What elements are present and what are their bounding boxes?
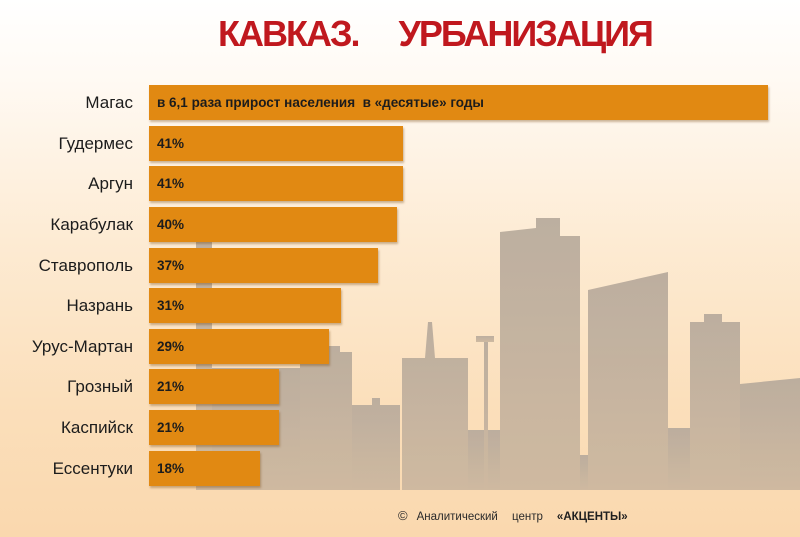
bar: 18% xyxy=(149,450,261,486)
bar-row: Грозный 21% xyxy=(0,369,800,405)
building-silhouette xyxy=(740,378,800,490)
category-label: Ессентуки xyxy=(52,458,133,478)
bar-value-label: 41% xyxy=(157,135,185,151)
building-silhouette xyxy=(402,322,468,490)
bar: 37% xyxy=(149,247,379,283)
bar-row: Назрань 31% xyxy=(0,288,800,324)
building-silhouette xyxy=(500,218,580,490)
bar-value-label: 29% xyxy=(157,338,185,354)
building-silhouette xyxy=(690,314,740,490)
bar-value-label: 41% xyxy=(157,176,185,192)
bar-value-label: 21% xyxy=(157,379,185,395)
bar: 21% xyxy=(149,369,279,405)
bar-value-label: 31% xyxy=(157,298,185,314)
bar: 40% xyxy=(149,206,397,242)
category-label: Карабулак xyxy=(50,214,133,234)
chart-title: КАВКАЗ. УРБАНИЗАЦИЯ xyxy=(218,13,654,54)
bar-row: Карабулак 40% xyxy=(0,206,800,242)
building-silhouette xyxy=(588,272,668,490)
street-lamp-silhouette xyxy=(484,340,488,490)
bar-row: Гудермес 41% xyxy=(0,125,800,161)
category-label: Грозный xyxy=(67,377,133,397)
bar-row: Магас в 6,1 раза прирост населения в «де… xyxy=(0,85,800,120)
bar-value-label: 40% xyxy=(157,216,185,232)
bar-value-label: в 6,1 раза прирост населения в «десятые»… xyxy=(157,95,484,110)
category-label: Урус-Мартан xyxy=(31,336,133,356)
category-label: Ставрополь xyxy=(38,255,133,275)
bar-value-label: 37% xyxy=(157,257,185,273)
brand-name: «АКЦЕНТЫ» xyxy=(556,511,628,523)
bar: 29% xyxy=(149,328,329,364)
category-label: Аргун xyxy=(88,174,133,194)
bar: 21% xyxy=(149,410,279,446)
bar-value-label: 21% xyxy=(157,420,185,436)
bar-row: Ставрополь 37% xyxy=(0,247,800,283)
bar: 41% xyxy=(149,125,403,161)
bar-chart: Магас в 6,1 раза прирост населения в «де… xyxy=(0,85,800,491)
building-silhouette xyxy=(580,455,590,490)
bar: 31% xyxy=(149,288,341,324)
building-silhouette xyxy=(352,398,400,490)
bar: в 6,1 раза прирост населения в «десятые»… xyxy=(149,85,768,120)
bar-row: Аргун 41% xyxy=(0,166,800,202)
category-label: Назрань xyxy=(66,296,134,316)
building-silhouette xyxy=(668,428,692,490)
credit-text: Аналитический центр xyxy=(416,511,543,523)
bar-row: Каспийск 21% xyxy=(0,410,800,446)
bar-row: Урус-Мартан 29% xyxy=(0,328,800,364)
category-label: Гудермес xyxy=(58,133,133,153)
copyright-symbol: © xyxy=(398,508,408,523)
bar: 41% xyxy=(149,166,403,202)
category-label: Каспийск xyxy=(61,418,133,438)
bar-row: Ессентуки 18% xyxy=(0,450,800,486)
source-credit: © Аналитический центр «АКЦЕНТЫ» xyxy=(398,508,628,524)
category-label: Магас xyxy=(85,93,133,112)
building-silhouette xyxy=(300,346,352,490)
street-lamp-head xyxy=(476,336,494,342)
bar-value-label: 18% xyxy=(157,460,185,476)
